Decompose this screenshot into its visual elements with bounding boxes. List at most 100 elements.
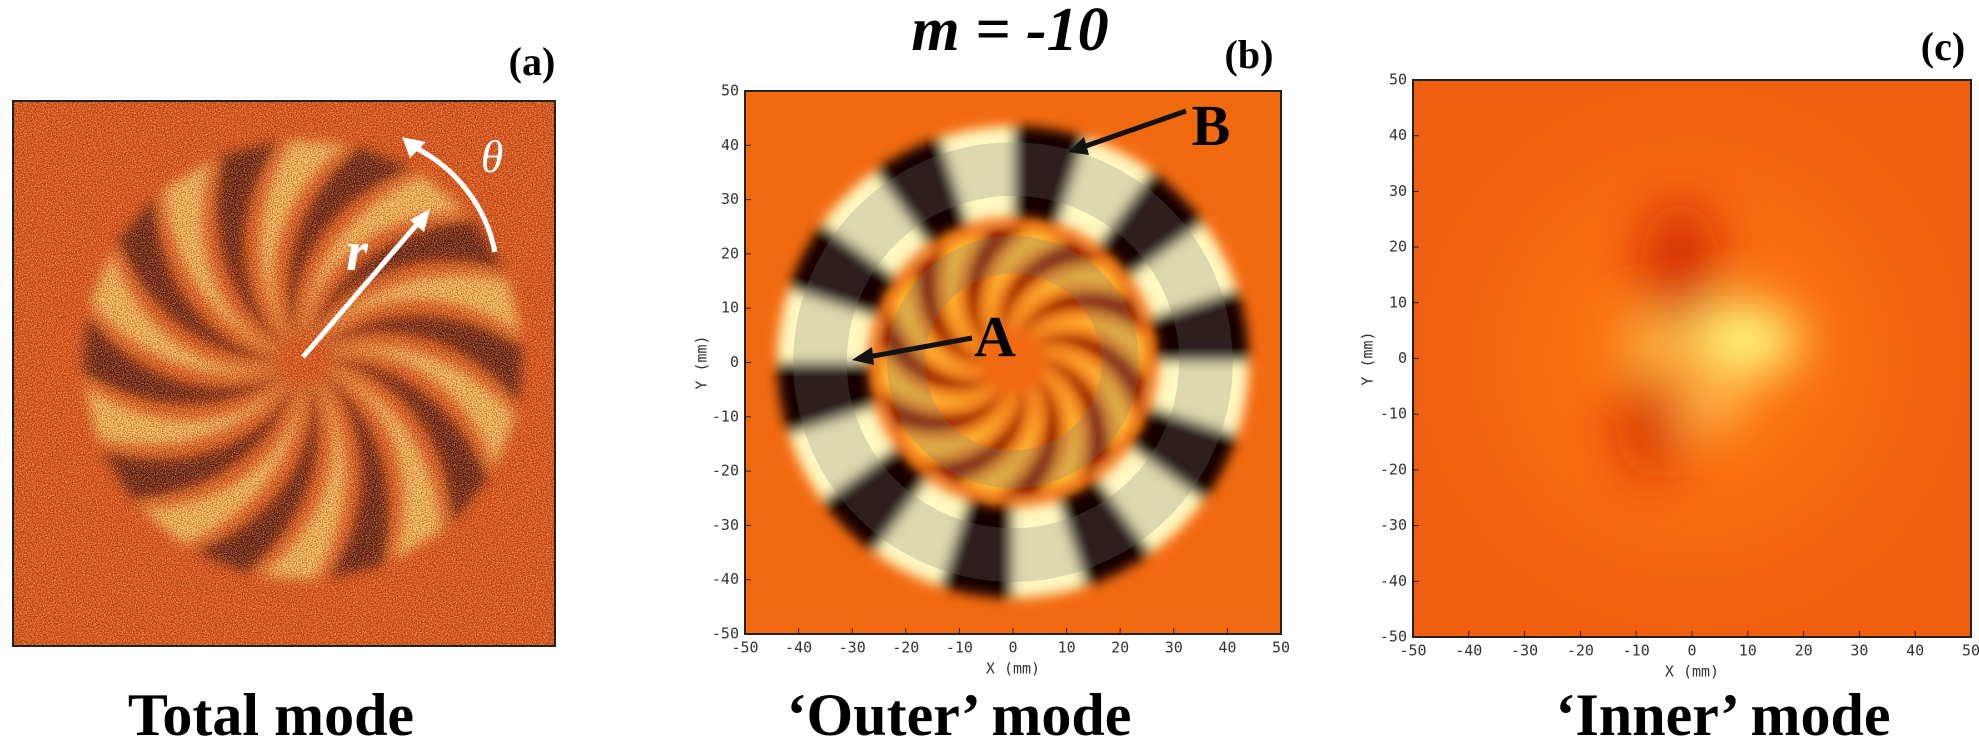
inner-blade — [1041, 370, 1083, 493]
x-tick-label: 20 — [1111, 639, 1129, 657]
ring-segment — [777, 289, 876, 362]
y-tick-label: 0 — [730, 353, 739, 371]
ring-segment — [1130, 223, 1238, 318]
y-tick-label: 40 — [721, 136, 739, 154]
inner-blade — [879, 349, 996, 408]
inner-blade — [967, 228, 1026, 345]
x-tick-label: 30 — [1850, 642, 1868, 660]
x-tick-label: 50 — [1962, 642, 1979, 660]
ring-segment — [777, 362, 876, 435]
x-tick-label: 10 — [1739, 642, 1757, 660]
y-tick-label: -30 — [1380, 516, 1407, 534]
x-tick-label: 20 — [1795, 642, 1813, 660]
x-tick-label: -50 — [731, 639, 758, 657]
y-tick-label: -50 — [1380, 628, 1407, 646]
x-tick-label: -40 — [1455, 642, 1482, 660]
y-axis-label: Y (mm) — [693, 335, 711, 389]
x-tick-label: -40 — [785, 639, 812, 657]
rings — [777, 126, 1249, 598]
x-tick-label: 0 — [1008, 639, 1017, 657]
inner-blade — [986, 229, 1067, 337]
inner-blade — [924, 392, 1025, 483]
ring-segment — [874, 137, 969, 245]
arrow-head — [852, 347, 874, 365]
image-frame — [12, 100, 556, 647]
y-tick-label: -10 — [712, 407, 739, 425]
x-tick-label: -20 — [892, 639, 919, 657]
x-tick-label: -20 — [1567, 642, 1594, 660]
shade-ring — [793, 142, 1233, 582]
y-tick-label: -30 — [712, 516, 739, 534]
blob — [1630, 315, 1680, 375]
inner-blade — [1021, 292, 1144, 334]
ring-segment — [1098, 171, 1204, 277]
ring-segment — [788, 406, 896, 501]
x-tick-label: 0 — [1687, 642, 1696, 660]
inner-blade — [882, 390, 1005, 432]
inner-blade — [1000, 379, 1059, 496]
ring-segment — [1150, 289, 1249, 362]
figure-title: m = -10 — [911, 0, 1108, 64]
inner-blade — [1038, 335, 1146, 416]
ring-segment — [1013, 126, 1086, 225]
panel-caption: ‘Outer’ mode — [787, 682, 1132, 746]
blob — [1685, 387, 1745, 423]
x-tick-label: 10 — [1058, 639, 1076, 657]
y-tick-label: -40 — [1380, 572, 1407, 590]
x-tick-label: -10 — [1623, 642, 1650, 660]
annotation: B — [1192, 93, 1231, 158]
blob — [1640, 200, 1720, 340]
annotation: A — [974, 304, 1016, 369]
annotation: r — [346, 221, 369, 283]
y-tick-label: -40 — [712, 570, 739, 588]
arrow-head — [410, 209, 430, 232]
arrow-head — [402, 137, 426, 158]
y-tick-label: 40 — [1389, 126, 1407, 144]
inner-mode-map — [1413, 80, 1971, 637]
ring-segment — [1057, 137, 1152, 245]
y-tick-label: 10 — [1389, 293, 1407, 311]
inner-blade — [880, 308, 988, 389]
inner-blade — [943, 231, 985, 354]
ring-segment — [874, 479, 969, 587]
inner-blade — [959, 387, 1040, 495]
ring-segment — [1057, 479, 1152, 587]
total-mode-image — [13, 101, 555, 646]
x-tick-label: -50 — [1399, 642, 1426, 660]
inner-blade — [892, 273, 983, 374]
y-axis-label: Y (mm) — [1359, 331, 1377, 385]
blobs — [1615, 200, 1800, 480]
inner-blade — [915, 246, 981, 364]
annotation-arrow — [867, 335, 973, 360]
panel-label: (b) — [1225, 32, 1274, 77]
ring-segment — [822, 171, 928, 277]
inner-blade — [897, 394, 1015, 460]
ring-segment — [940, 499, 1013, 598]
annotation-arrow — [1082, 108, 1187, 150]
x-axis-label: X (mm) — [986, 660, 1040, 678]
annotation: θ — [481, 131, 504, 182]
ring-segment — [1130, 406, 1238, 501]
x-tick-label: 30 — [1165, 639, 1183, 657]
x-tick-label: 50 — [1272, 639, 1290, 657]
ring-segment — [1150, 362, 1249, 435]
y-tick-label: 20 — [721, 244, 739, 262]
inner-blade — [1030, 316, 1147, 375]
y-tick-label: -50 — [712, 625, 739, 643]
inner-blade — [1043, 350, 1134, 451]
y-tick-label: 50 — [721, 82, 739, 100]
ring-segment — [1098, 447, 1204, 553]
ring-segment — [940, 126, 1013, 225]
y-tick-label: 50 — [1389, 71, 1407, 89]
x-tick-label: 40 — [1218, 639, 1236, 657]
inner-blade — [1045, 360, 1111, 478]
y-tick-label: 10 — [721, 299, 739, 317]
theta-arrow — [412, 144, 498, 253]
panel-caption: Total mode — [128, 682, 414, 746]
noise — [13, 101, 555, 646]
arrow-head — [1068, 137, 1089, 155]
ring-segment — [1013, 499, 1086, 598]
y-tick-label: -20 — [712, 462, 739, 480]
y-tick-label: 30 — [721, 190, 739, 208]
